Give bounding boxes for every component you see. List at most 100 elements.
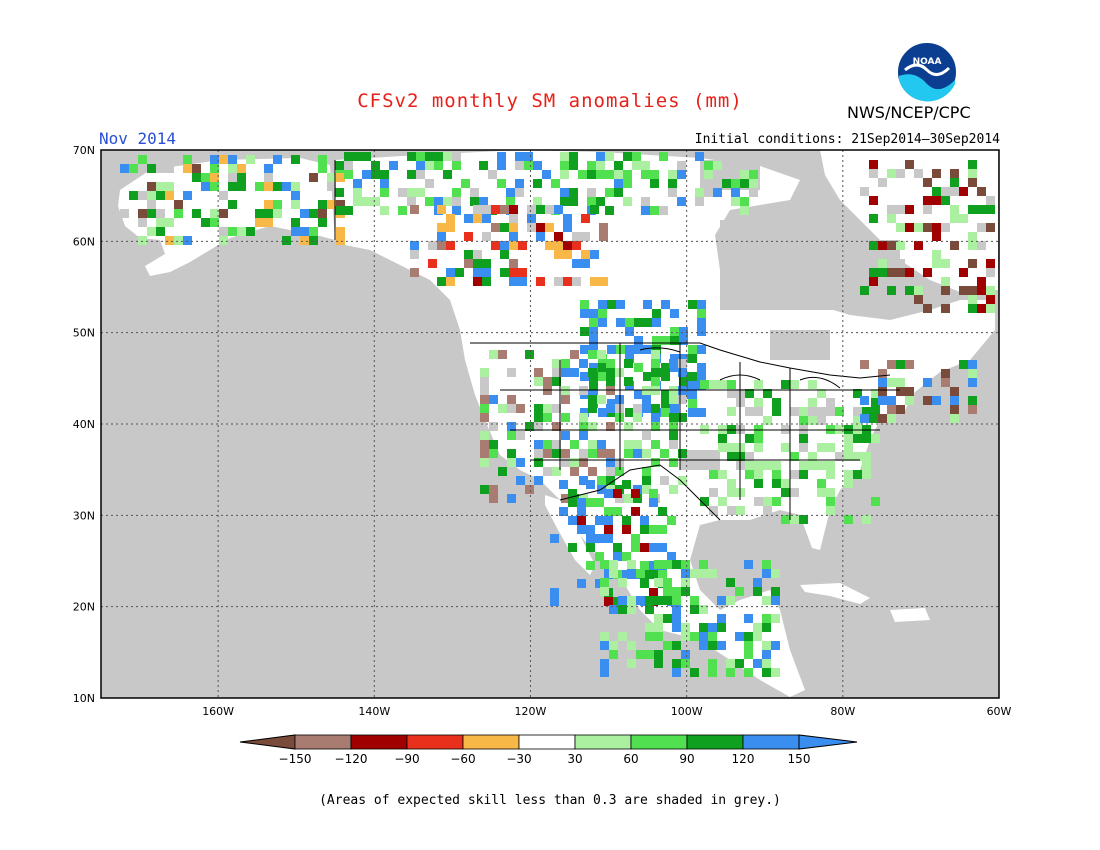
anomaly-cell bbox=[763, 416, 772, 425]
anomaly-cell bbox=[986, 196, 995, 205]
anomaly-cell bbox=[651, 359, 660, 368]
legend-tick-label: −90 bbox=[394, 752, 419, 766]
anomaly-cell bbox=[589, 345, 598, 354]
anomaly-cell bbox=[273, 155, 282, 164]
anomaly-cell bbox=[569, 152, 578, 161]
anomaly-cell bbox=[147, 200, 156, 209]
anomaly-cell bbox=[754, 470, 763, 479]
anomaly-cell bbox=[174, 236, 183, 245]
anomaly-cell bbox=[507, 395, 516, 404]
anomaly-cell bbox=[183, 236, 192, 245]
anomaly-cell bbox=[147, 191, 156, 200]
map-frame bbox=[100, 149, 1000, 699]
noaa-logo: NOAA bbox=[896, 41, 958, 103]
anomaly-cell bbox=[690, 569, 699, 578]
anomaly-cell bbox=[968, 241, 977, 250]
anomaly-cell bbox=[371, 170, 380, 179]
anomaly-cell bbox=[543, 449, 552, 458]
anomaly-cell bbox=[344, 152, 353, 161]
anomaly-cell bbox=[745, 461, 754, 470]
anomaly-cell bbox=[219, 155, 228, 164]
anomaly-cell bbox=[708, 668, 717, 677]
anomaly-cell bbox=[658, 570, 667, 579]
anomaly-cell bbox=[808, 452, 817, 461]
anomaly-cell bbox=[550, 534, 559, 543]
anomaly-cell bbox=[643, 345, 652, 354]
anomaly-cell bbox=[844, 443, 853, 452]
anomaly-cell bbox=[398, 188, 407, 197]
anomaly-cell bbox=[625, 318, 634, 327]
anomaly-cell bbox=[605, 206, 614, 215]
anomaly-cell bbox=[588, 422, 597, 431]
anomaly-cell bbox=[344, 170, 353, 179]
anomaly-cell bbox=[677, 197, 686, 206]
anomaly-cell bbox=[609, 569, 618, 578]
anomaly-cell bbox=[699, 623, 708, 632]
anomaly-cell bbox=[560, 161, 569, 170]
anomaly-cell bbox=[896, 405, 905, 414]
anomaly-cell bbox=[718, 443, 727, 452]
anomaly-cell bbox=[896, 259, 905, 268]
anomaly-cell bbox=[977, 304, 986, 313]
anomaly-cell bbox=[649, 525, 658, 534]
anomaly-cell bbox=[660, 476, 669, 485]
anomaly-cell bbox=[718, 470, 727, 479]
anomaly-cell bbox=[772, 470, 781, 479]
sm-anomaly-map: 70N 60N 50N 40N 30N 20N 10N 160W 140W 120W 100W 80… bbox=[73, 144, 1012, 766]
anomaly-cell bbox=[518, 268, 527, 277]
legend-swatch bbox=[686, 734, 744, 750]
anomaly-cell bbox=[606, 359, 615, 368]
anomaly-cell bbox=[632, 152, 641, 161]
anomaly-cell bbox=[509, 259, 518, 268]
anomaly-cell bbox=[201, 173, 210, 182]
anomaly-cell bbox=[599, 232, 608, 241]
anomaly-cell bbox=[642, 431, 651, 440]
agency-label: NWS/NCEP/CPC bbox=[847, 103, 971, 122]
anomaly-cell bbox=[968, 205, 977, 214]
anomaly-cell bbox=[817, 443, 826, 452]
anomaly-cell bbox=[598, 300, 607, 309]
anomaly-cell bbox=[727, 380, 736, 389]
anomaly-cell bbox=[425, 179, 434, 188]
anomaly-cell bbox=[380, 206, 389, 215]
anomaly-cell bbox=[869, 160, 878, 169]
anomaly-cell bbox=[559, 480, 568, 489]
anomaly-cell bbox=[362, 170, 371, 179]
anomaly-cell bbox=[642, 404, 651, 413]
anomaly-cell bbox=[669, 431, 678, 440]
anomaly-cell bbox=[914, 241, 923, 250]
anomaly-cell bbox=[681, 623, 690, 632]
anomaly-cell bbox=[580, 309, 589, 318]
anomaly-cell bbox=[663, 560, 672, 569]
anomaly-cell bbox=[255, 209, 264, 218]
anomaly-cell bbox=[678, 413, 687, 422]
anomaly-cell bbox=[327, 173, 336, 182]
anomaly-cell bbox=[631, 507, 640, 516]
anomaly-cell bbox=[887, 214, 896, 223]
anomaly-cell bbox=[959, 187, 968, 196]
anomaly-cell bbox=[623, 170, 632, 179]
anomaly-cell bbox=[633, 449, 642, 458]
anomaly-cell bbox=[669, 440, 678, 449]
anomaly-cell bbox=[543, 377, 552, 386]
anomaly-cell bbox=[416, 161, 425, 170]
anomaly-cell bbox=[614, 170, 623, 179]
anomaly-cell bbox=[489, 449, 498, 458]
anomaly-cell bbox=[318, 155, 327, 164]
anomaly-cell bbox=[762, 641, 771, 650]
anomaly-cell bbox=[527, 205, 536, 214]
anomaly-cell bbox=[950, 178, 959, 187]
anomaly-cell bbox=[699, 605, 708, 614]
anomaly-cell bbox=[844, 479, 853, 488]
anomaly-cell bbox=[860, 286, 869, 295]
anomaly-cell bbox=[524, 161, 533, 170]
anomaly-cell bbox=[672, 668, 681, 677]
anomaly-cell bbox=[489, 485, 498, 494]
anomaly-cell bbox=[625, 327, 634, 336]
anomaly-cell bbox=[606, 368, 615, 377]
anomaly-cell bbox=[489, 440, 498, 449]
anomaly-cell bbox=[561, 458, 570, 467]
anomaly-cell bbox=[407, 170, 416, 179]
anomaly-cell bbox=[977, 286, 986, 295]
anomaly-cell bbox=[749, 188, 758, 197]
